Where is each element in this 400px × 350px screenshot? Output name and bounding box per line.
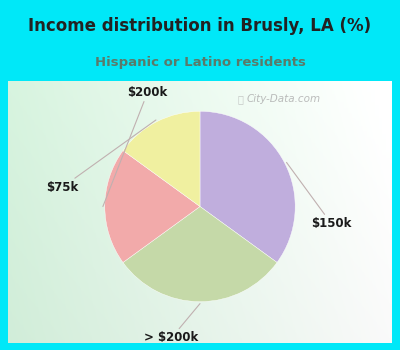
Text: Income distribution in Brusly, LA (%): Income distribution in Brusly, LA (%) bbox=[28, 17, 372, 35]
Wedge shape bbox=[105, 150, 200, 262]
Wedge shape bbox=[123, 206, 277, 302]
Text: > $200k: > $200k bbox=[144, 303, 200, 344]
Text: City-Data.com: City-Data.com bbox=[246, 94, 320, 104]
Wedge shape bbox=[123, 111, 200, 206]
Text: $200k: $200k bbox=[103, 86, 168, 206]
Text: $75k: $75k bbox=[46, 120, 156, 194]
Text: Hispanic or Latino residents: Hispanic or Latino residents bbox=[94, 56, 306, 69]
Wedge shape bbox=[200, 111, 295, 262]
Text: ⦿: ⦿ bbox=[238, 94, 243, 104]
Text: $150k: $150k bbox=[286, 162, 352, 230]
